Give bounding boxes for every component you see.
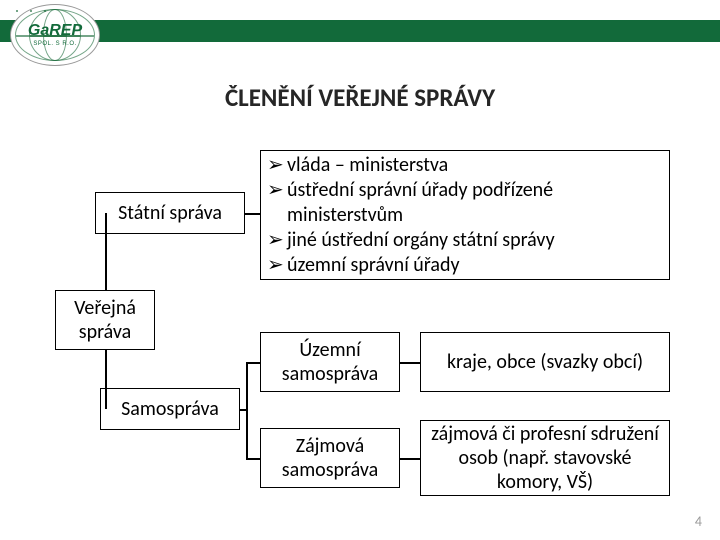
connector	[400, 362, 420, 364]
logo: GaREP SPOL. S R.O.	[10, 4, 100, 66]
connector	[240, 409, 246, 411]
statni-sprava-list: vláda – ministerstvaústřední správní úřa…	[260, 150, 670, 280]
connector	[400, 458, 420, 460]
node-zajmova-samosprava: Zájmová samospráva	[260, 428, 400, 488]
node-statni-sprava: Státní správa	[95, 192, 245, 234]
node-samosprava: Samospráva	[100, 388, 240, 430]
connector	[105, 213, 107, 290]
page-title: ČLENĚNÍ VEŘEJNÉ SPRÁVY	[0, 82, 720, 113]
statni-list-item: ústřední správní úřady podřízené ministe…	[267, 178, 663, 228]
statni-list-item: vláda – ministerstva	[267, 153, 663, 178]
node-verejna-sprava: Veřejná správa	[55, 290, 155, 350]
connector	[105, 350, 107, 409]
globe-line	[43, 9, 67, 61]
connector	[246, 362, 248, 458]
connector	[246, 458, 260, 460]
node-uzemni-samosprava: Územní samospráva	[260, 332, 400, 392]
node-kraje-obce: kraje, obce (svazky obcí)	[420, 332, 670, 392]
slide-number: 4	[695, 513, 702, 530]
connector	[245, 213, 260, 215]
connector	[246, 362, 260, 364]
statni-list-item: jiné ústřední orgány státní správy	[267, 228, 663, 253]
node-zajmova-desc: zájmová či profesní sdružení osob (např.…	[420, 420, 670, 496]
header-bar	[0, 20, 720, 42]
statni-list-item: územní správní úřady	[267, 253, 663, 278]
